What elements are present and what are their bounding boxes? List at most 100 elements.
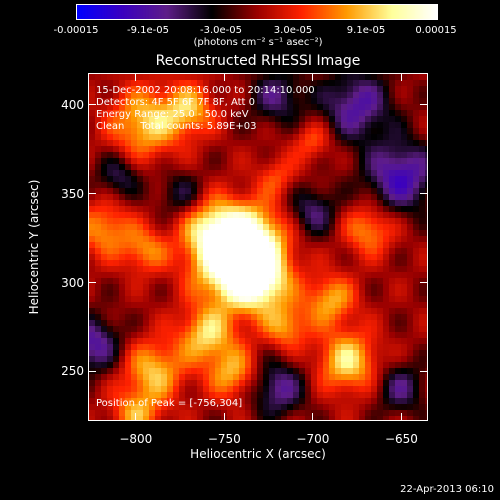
heatmap-cell xyxy=(299,308,306,315)
heatmap-cell xyxy=(227,338,234,345)
heatmap-cell xyxy=(95,128,102,135)
heatmap-cell xyxy=(107,416,114,420)
heatmap-cell xyxy=(323,134,330,141)
heatmap-cell xyxy=(365,206,372,213)
heatmap-cell xyxy=(143,110,150,117)
heatmap-cell xyxy=(173,224,180,231)
heatmap-cell xyxy=(233,314,240,321)
heatmap-cell xyxy=(113,200,120,207)
heatmap-cell xyxy=(149,386,156,393)
heatmap-cell xyxy=(185,386,192,393)
heatmap-cell xyxy=(323,320,330,327)
heatmap-cell xyxy=(335,338,342,345)
heatmap-cell xyxy=(101,188,108,195)
heatmap-cell xyxy=(293,410,300,417)
heatmap-cell xyxy=(161,290,168,297)
heatmap-cell xyxy=(413,92,420,99)
heatmap-cell xyxy=(191,416,198,420)
heatmap-cell xyxy=(371,176,378,183)
heatmap-cell xyxy=(347,392,354,399)
heatmap-cell xyxy=(149,326,156,333)
heatmap-cell xyxy=(95,98,102,105)
heatmap-cell xyxy=(419,122,426,129)
heatmap-cell xyxy=(203,146,210,153)
heatmap-cell xyxy=(311,404,318,411)
heatmap-cell xyxy=(413,416,420,420)
heatmap-cell xyxy=(365,416,372,420)
heatmap-cell xyxy=(329,194,336,201)
heatmap-cell xyxy=(365,332,372,339)
heatmap-cell xyxy=(401,104,408,111)
heatmap-cell xyxy=(101,392,108,399)
heatmap-cell xyxy=(275,128,282,135)
heatmap-cell xyxy=(311,344,318,351)
heatmap-cell xyxy=(371,416,378,420)
heatmap-cell xyxy=(263,404,270,411)
heatmap-cell xyxy=(107,158,114,165)
heatmap-cell xyxy=(257,386,264,393)
heatmap-cell xyxy=(413,332,420,339)
heatmap-cell xyxy=(179,206,186,213)
heatmap-cell xyxy=(359,146,366,153)
heatmap-cell xyxy=(191,374,198,381)
heatmap-cell xyxy=(383,362,390,369)
heatmap-cell xyxy=(407,200,414,207)
heatmap-cell xyxy=(329,152,336,159)
heatmap-cell xyxy=(221,332,228,339)
heatmap-cell xyxy=(257,92,264,99)
heatmap-cell xyxy=(227,284,234,291)
heatmap-cell xyxy=(263,92,270,99)
heatmap-cell xyxy=(209,416,216,420)
heatmap-cell xyxy=(299,188,306,195)
heatmap-cell xyxy=(137,134,144,141)
heatmap-cell xyxy=(275,182,282,189)
heatmap-cell xyxy=(95,194,102,201)
heatmap-cell xyxy=(113,272,120,279)
heatmap-cell xyxy=(407,398,414,405)
heatmap-cell xyxy=(137,416,144,420)
heatmap-cell xyxy=(413,212,420,219)
heatmap-cell xyxy=(323,176,330,183)
heatmap-cell xyxy=(203,92,210,99)
heatmap-cell xyxy=(155,296,162,303)
heatmap-cell xyxy=(365,212,372,219)
heatmap-cell xyxy=(299,404,306,411)
heatmap-cell xyxy=(341,152,348,159)
heatmap-cell xyxy=(179,188,186,195)
heatmap-cell xyxy=(173,344,180,351)
heatmap-cell xyxy=(107,236,114,243)
heatmap-cell xyxy=(383,98,390,105)
heatmap-cell xyxy=(107,368,114,375)
heatmap-cell xyxy=(113,92,120,99)
heatmap-cell xyxy=(305,398,312,405)
heatmap-cell xyxy=(347,344,354,351)
heatmap-cell xyxy=(149,284,156,291)
heatmap-cell xyxy=(269,122,276,129)
y-tick-mark xyxy=(420,370,428,372)
heatmap-cell xyxy=(89,242,96,249)
heatmap-cell xyxy=(119,320,126,327)
heatmap-cell xyxy=(413,278,420,285)
heatmap-cell xyxy=(89,116,96,123)
heatmap-cell xyxy=(407,128,414,135)
heatmap-cell xyxy=(359,188,366,195)
heatmap-cell xyxy=(245,290,252,297)
heatmap-cell xyxy=(143,236,150,243)
heatmap-cell xyxy=(257,242,264,249)
heatmap-cell xyxy=(419,80,426,87)
heatmap-cell xyxy=(131,248,138,255)
heatmap-cell xyxy=(305,98,312,105)
heatmap-cell xyxy=(287,122,294,129)
heatmap-cell xyxy=(101,170,108,177)
heatmap-cell xyxy=(305,392,312,399)
heatmap-cell xyxy=(239,74,246,81)
heatmap-cell xyxy=(377,380,384,387)
heatmap-cell xyxy=(107,206,114,213)
heatmap-cell xyxy=(341,350,348,357)
heatmap-cell xyxy=(173,332,180,339)
heatmap-cell xyxy=(209,266,216,273)
heatmap-cell xyxy=(425,314,427,321)
heatmap-cell xyxy=(119,86,126,93)
heatmap-cell xyxy=(179,314,186,321)
heatmap-cell xyxy=(143,266,150,273)
